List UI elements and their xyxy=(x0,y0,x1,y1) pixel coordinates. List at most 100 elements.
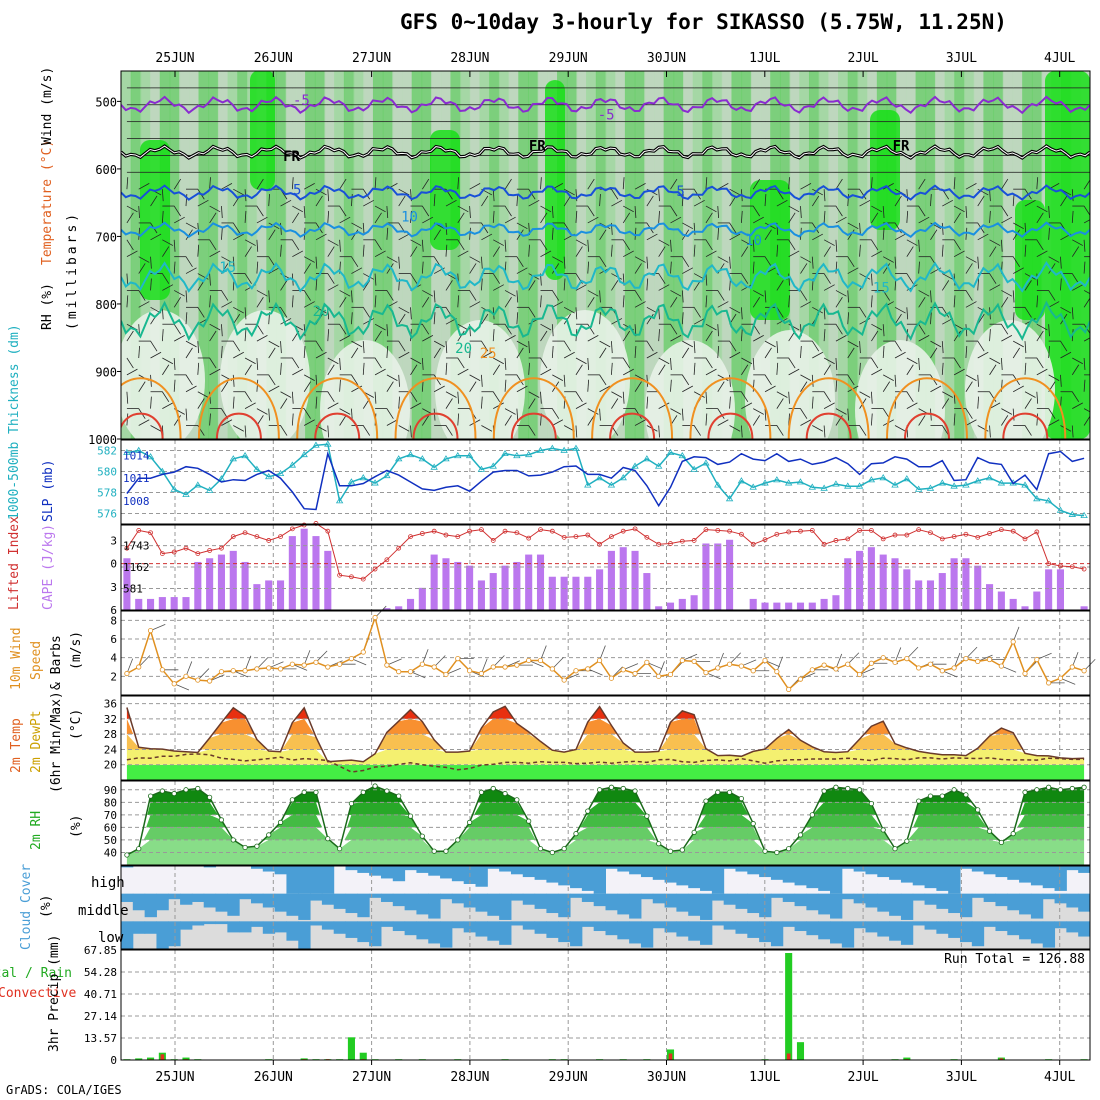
wind-barb xyxy=(753,216,764,224)
rh2m-line-point xyxy=(455,837,461,843)
wind10-line-point xyxy=(951,665,957,671)
cloud-bar-low xyxy=(239,921,252,933)
wind-barb xyxy=(953,330,961,342)
li-point xyxy=(750,541,756,547)
thickness-line-point xyxy=(654,462,663,469)
cloud-bar-high xyxy=(877,866,890,878)
cape-bar xyxy=(253,584,261,610)
cloud-bar-high xyxy=(723,866,736,869)
li-point xyxy=(573,534,579,539)
li-point xyxy=(349,574,354,580)
wind-barb xyxy=(1048,290,1056,301)
cloud-bar-high xyxy=(700,866,713,891)
wind-barb xyxy=(587,205,595,217)
rh-shading xyxy=(431,71,442,439)
rh-low-patch xyxy=(645,340,735,439)
isotherm-30 xyxy=(609,412,656,439)
wind-barb xyxy=(823,364,831,376)
wind-barb xyxy=(812,233,824,241)
wind-barb xyxy=(941,222,944,235)
cape-bar xyxy=(938,573,946,610)
wind10-barb xyxy=(185,661,193,677)
isotherm-25 xyxy=(296,377,379,439)
cloud-bar-middle xyxy=(983,893,996,902)
wind-barb xyxy=(752,357,755,370)
wind-barb xyxy=(989,364,997,376)
wind-barb xyxy=(1012,222,1024,230)
cloud-bar-high xyxy=(558,866,571,886)
wind-barb xyxy=(681,347,690,359)
rh2m-line-point xyxy=(986,828,993,834)
cloud-bar-low xyxy=(936,921,949,934)
cloud-bar-middle xyxy=(475,893,488,912)
wind-barb xyxy=(185,290,188,303)
wind-barb xyxy=(953,368,965,376)
wind-barb xyxy=(492,273,501,284)
rh2m-line-point xyxy=(833,784,839,790)
wind10-line-point xyxy=(360,649,366,655)
isotherm-25 xyxy=(689,377,772,439)
y-tick: 20 xyxy=(104,759,117,772)
date-label-bottom: 2JUL xyxy=(847,1070,878,1085)
wind-barb xyxy=(244,425,247,438)
li-point xyxy=(1058,563,1063,569)
wind-barb xyxy=(634,345,637,359)
li-point xyxy=(727,528,732,534)
wind-barb xyxy=(800,374,812,381)
wind-barb xyxy=(717,206,720,219)
wind-barb xyxy=(268,374,276,386)
wind-barb xyxy=(209,330,217,342)
rh-shading xyxy=(663,71,675,439)
contour-label: 20 xyxy=(455,341,472,357)
cloud-bar-low xyxy=(440,921,453,948)
wind-barb xyxy=(540,177,542,190)
wind-barb xyxy=(812,306,824,314)
wind-barb xyxy=(1060,278,1062,291)
wind-barb xyxy=(670,379,672,392)
wind10-line-point xyxy=(526,657,532,664)
cloud-bar-low xyxy=(546,921,559,938)
wind-barb xyxy=(421,239,424,252)
wind-barb xyxy=(1001,205,1009,217)
wind-barb xyxy=(693,244,696,257)
wind-barb xyxy=(623,250,634,258)
wind-barb xyxy=(161,210,164,223)
cape-frame xyxy=(120,524,1091,611)
wind-barb xyxy=(1071,273,1080,284)
temp-band xyxy=(126,706,696,719)
wind-barb xyxy=(870,177,873,190)
wind-barb xyxy=(339,178,347,190)
wind-barb xyxy=(693,307,701,318)
rh-shading xyxy=(518,71,529,439)
wind-barb xyxy=(150,351,162,359)
cape-tick: 1162 xyxy=(123,561,150,574)
wind-barb xyxy=(268,340,280,348)
wind-barb xyxy=(221,227,223,240)
y-tick: 28 xyxy=(104,728,117,741)
wind10-line-point xyxy=(124,670,130,677)
wind-barb xyxy=(327,402,339,409)
cape-bar xyxy=(891,558,899,610)
cape-bar xyxy=(454,561,462,610)
cape-bar xyxy=(1045,569,1053,610)
wind-barb xyxy=(965,263,973,274)
cape-bar xyxy=(229,550,237,610)
wind-barb xyxy=(374,177,377,190)
cloud-bar-high xyxy=(428,866,441,876)
wind-barb xyxy=(292,205,304,213)
rh-high-patch xyxy=(140,140,170,300)
wind-barb xyxy=(1012,340,1024,348)
cloud-bar-low xyxy=(487,921,500,941)
wind-barb xyxy=(693,222,696,235)
cloud-bar-middle xyxy=(534,893,547,909)
wind-barb xyxy=(551,206,554,219)
wind-barb xyxy=(232,313,241,325)
thickness-line-point xyxy=(300,450,308,458)
rh-shading xyxy=(198,71,210,439)
cloud-bar-low xyxy=(841,921,855,948)
wind10-line-point xyxy=(963,655,969,662)
wind-barb xyxy=(339,205,347,217)
wind-barb xyxy=(894,425,906,432)
wind-barb xyxy=(138,381,146,392)
cape-bar xyxy=(879,554,887,610)
